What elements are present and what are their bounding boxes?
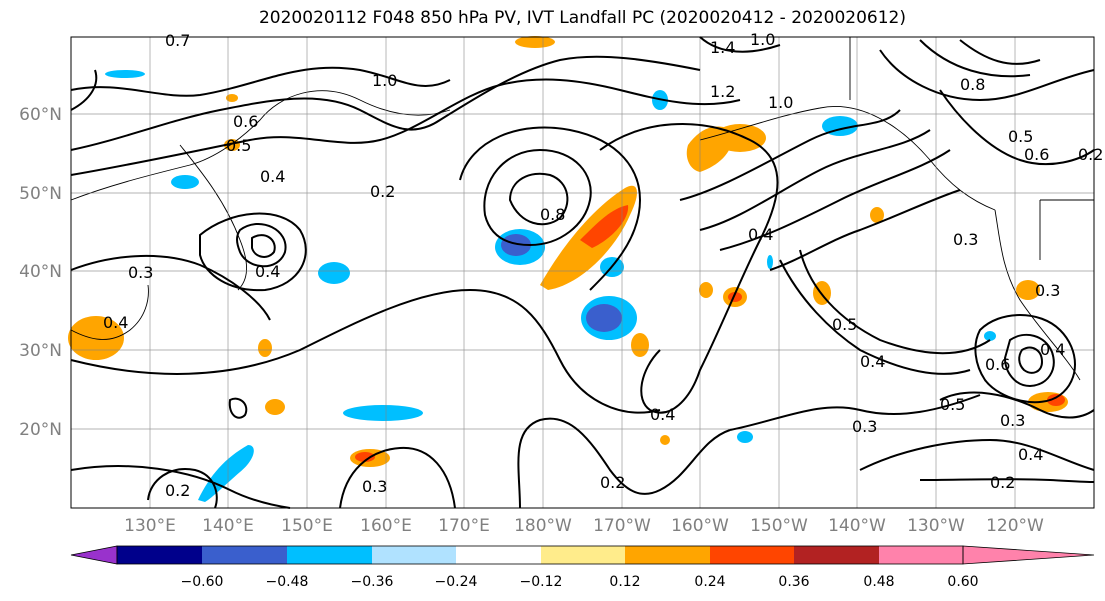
lon-label: 160°E [360, 516, 412, 536]
colorbar-tick-label: −0.24 [435, 574, 478, 590]
contour-label: 0.4 [860, 352, 885, 371]
longitude-labels: 130°E 140°E 150°E 160°E 170°E 180°W 170°… [124, 516, 1044, 536]
lon-label: 170°E [438, 516, 490, 536]
contour-label: 0.4 [1018, 445, 1043, 464]
contour-label: 0.2 [165, 481, 190, 500]
contour-label: 0.7 [165, 31, 190, 50]
contour-label: 0.8 [540, 205, 565, 224]
contour-label: 0.5 [226, 136, 251, 155]
lon-label: 160°W [671, 516, 729, 536]
contour-label: 0.4 [260, 167, 285, 186]
contour-label: 0.8 [960, 75, 985, 94]
contour-label: 0.5 [832, 315, 857, 334]
colorbar-tick-label: −0.60 [181, 574, 224, 590]
colorbar-bin [117, 546, 202, 564]
contour-label: 0.6 [985, 355, 1010, 374]
contour-label: 0.3 [362, 477, 387, 496]
colorbar: −0.60 −0.48 −0.36 −0.24 −0.12 0.12 0.24 … [70, 545, 1095, 590]
pv-contours [70, 36, 1095, 509]
contour-label: 0.4 [748, 225, 773, 244]
coastlines [70, 37, 1094, 381]
lon-label: 150°W [750, 516, 808, 536]
contour-label: 0.5 [1008, 127, 1033, 146]
contour-label: 0.6 [1024, 145, 1049, 164]
contour-label: 1.0 [372, 71, 397, 90]
map-frame [70, 36, 1095, 509]
colorbar-tick-label: 0.12 [609, 574, 640, 590]
colorbar-tick-label: 0.24 [694, 574, 725, 590]
gridlines [71, 37, 1094, 508]
colorbar-bin [287, 546, 372, 564]
colorbar-extend-high [879, 546, 963, 564]
colorbar-tick-label: 0.48 [863, 574, 894, 590]
contour-label: 0.4 [103, 313, 128, 332]
colorbar-extend-low [70, 545, 118, 565]
lat-label: 50°N [19, 184, 62, 204]
contour-label: 0.3 [1035, 281, 1060, 300]
lon-label: 180°W [514, 516, 572, 536]
colorbar-bin [625, 546, 710, 564]
lon-label: 130°W [907, 516, 965, 536]
contour-label: 0.3 [852, 417, 877, 436]
colorbar-bin [372, 546, 456, 564]
contour-label: 0.3 [953, 230, 978, 249]
contour-label: 0.3 [1000, 411, 1025, 430]
colorbar-bin [541, 546, 625, 564]
contour-label: 0.4 [1040, 340, 1065, 359]
colorbar-tick-label: 0.36 [778, 574, 809, 590]
contour-label: 1.0 [768, 93, 793, 112]
colorbar-bin [794, 546, 879, 564]
contour-label: 1.2 [710, 82, 735, 101]
contour-label: 0.3 [128, 263, 153, 282]
colorbar-tick-label: 0.60 [947, 574, 978, 590]
colorbar-tick-label: −0.36 [351, 574, 394, 590]
lat-label: 40°N [19, 262, 62, 282]
contour-label: 0.2 [1078, 145, 1103, 164]
latitude-labels: 60°N 50°N 40°N 30°N 20°N [19, 105, 62, 440]
contour-label: 0.2 [370, 182, 395, 201]
map-title: 2020020112 F048 850 hPa PV, IVT Landfall… [258, 8, 906, 28]
lat-label: 20°N [19, 420, 62, 440]
contour-labels: 0.7 1.4 1.0 1.2 1.0 1.0 0.6 0.4 0.5 0.4 … [103, 30, 1103, 500]
contour-label: 0.2 [600, 473, 625, 492]
contour-label: 0.2 [990, 473, 1015, 492]
lon-label: 170°W [593, 516, 651, 536]
contour-label: 0.5 [940, 395, 965, 414]
colorbar-bin [456, 546, 541, 564]
colorbar-bin [710, 546, 794, 564]
lat-label: 30°N [19, 341, 62, 361]
lon-label: 140°E [202, 516, 254, 536]
lon-label: 120°W [986, 516, 1044, 536]
map-panel: 0.7 1.4 1.0 1.2 1.0 1.0 0.6 0.4 0.5 0.4 … [68, 30, 1103, 509]
contour-label: 0.4 [650, 405, 675, 424]
colorbar-tick-label: −0.12 [520, 574, 563, 590]
colorbar-bin [202, 546, 287, 564]
lat-label: 60°N [19, 105, 62, 125]
lon-label: 130°E [124, 516, 176, 536]
lon-label: 150°E [281, 516, 333, 536]
colorbar-tick-label: −0.48 [266, 574, 309, 590]
lon-label: 140°W [828, 516, 886, 536]
contour-label: 0.4 [255, 262, 280, 281]
contour-label: 1.4 [710, 38, 735, 57]
colorbar-extend-high-tip [962, 545, 1095, 565]
contour-label: 0.6 [233, 112, 258, 131]
contour-label: 1.0 [750, 30, 775, 49]
